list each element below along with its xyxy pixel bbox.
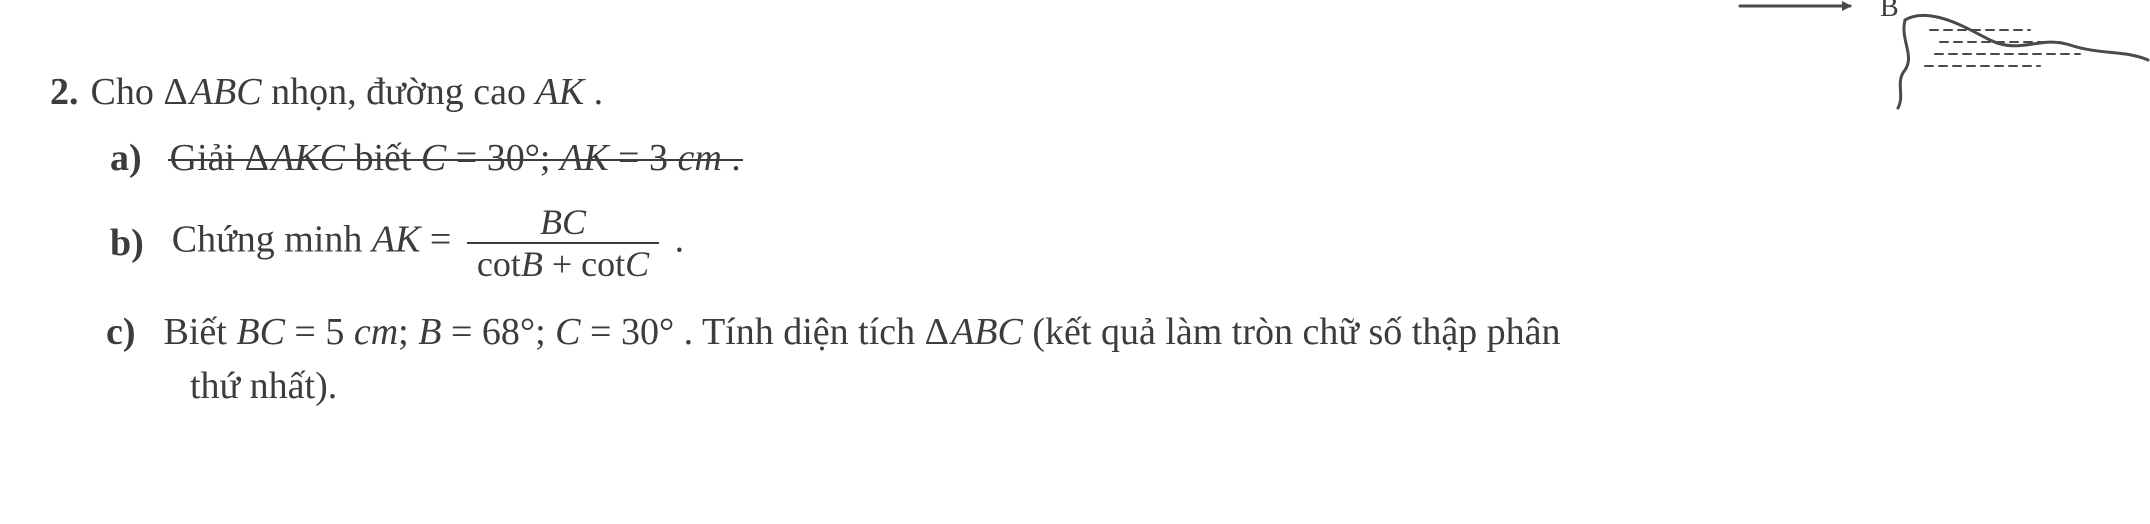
a-sep: ; <box>540 137 560 179</box>
part-a-line: a) Giải ΔAKC biết C = 30°; AK = 3 cm . <box>50 136 2110 180</box>
a-prefix: Giải <box>170 137 245 179</box>
b-prefix: Chứng minh <box>172 219 372 261</box>
c-eq1-eq: = <box>285 311 325 353</box>
arrow-label-b: B <box>1880 0 1899 23</box>
c-after2: (kết quả làm tròn chữ số thập phân <box>1032 311 1560 353</box>
c-eq2-rhs: 68° <box>482 311 535 353</box>
c-after1: . Tính diện tích <box>684 311 925 353</box>
b-cot1: cot <box>477 244 521 284</box>
c-eq3-lhs: C <box>555 311 580 353</box>
q-prefix: Cho <box>91 71 164 113</box>
var-ak: AK <box>536 71 585 113</box>
b-end: . <box>675 219 685 261</box>
part-b-line: b) Chứng minh AK = BC cotB + cotC . <box>50 202 2110 284</box>
c-eq1-unit: cm <box>344 311 398 353</box>
b-fraction: BC cotB + cotC <box>467 202 659 284</box>
part-c-label: c) <box>106 310 136 354</box>
c-sep1: ; <box>398 311 418 353</box>
a-eq2-lhs: AK <box>560 137 609 179</box>
b-frac-num: BC <box>530 202 596 242</box>
c-eq1-lhs: BC <box>236 311 285 353</box>
c-eq1-val: 5 <box>325 311 344 353</box>
b-lhs: AK <box>372 219 421 261</box>
a-eq1-lhs: C <box>421 137 446 179</box>
a-eq1-eq: = <box>446 137 486 179</box>
triangle-abc: ABC <box>190 71 262 113</box>
b-eq: = <box>420 219 460 261</box>
a-middle: biết <box>354 137 420 179</box>
c-eq2-lhs: B <box>418 311 441 353</box>
q-after: nhọn, đường cao <box>271 71 535 113</box>
c-tri-name: ABC <box>951 311 1023 353</box>
a-tri-name: AKC <box>271 137 345 179</box>
c-eq2-eq: = <box>441 311 481 353</box>
part-c-text2: thứ nhất). <box>190 364 337 408</box>
part-a-label: a) <box>110 136 142 180</box>
a-eq2-eq: = <box>609 137 649 179</box>
c-tri-symbol: Δ <box>925 311 951 353</box>
b-den-b: B <box>521 244 543 284</box>
c-eq3-rhs: 30° <box>621 311 674 353</box>
triangle-symbol: Δ <box>163 71 189 113</box>
b-cot2: cot <box>581 244 625 284</box>
a-eq2-val: 3 <box>649 137 668 179</box>
a-tri-symbol: Δ <box>245 137 271 179</box>
part-b-text: Chứng minh AK = BC cotB + cotC . <box>172 202 684 284</box>
c-eq3-eq: = <box>581 311 621 353</box>
c-prefix: Biết <box>164 311 237 353</box>
part-c-line2: thứ nhất). <box>50 364 2110 408</box>
question-number: 2. <box>50 70 79 114</box>
question-text: Cho ΔABC nhọn, đường cao AK . <box>91 70 604 114</box>
b-den-c: C <box>625 244 649 284</box>
c-sep2: ; <box>535 311 555 353</box>
part-c-text: Biết BC = 5 cm; B = 68°; C = 30° . Tính … <box>164 310 1561 354</box>
a-end: . <box>722 137 741 179</box>
a-eq2-unit: cm <box>668 137 722 179</box>
part-c-line1: c) Biết BC = 5 cm; B = 68°; C = 30° . Tí… <box>50 310 2110 354</box>
a-eq1-rhs: 30° <box>487 137 540 179</box>
problem-content: 2. Cho ΔABC nhọn, đường cao AK . a) Giải… <box>50 70 2110 408</box>
q-period: . <box>584 71 603 113</box>
b-plus: + <box>543 244 581 284</box>
question-line: 2. Cho ΔABC nhọn, đường cao AK . <box>50 70 2110 114</box>
part-a-text: Giải ΔAKC biết C = 30°; AK = 3 cm . <box>170 136 741 180</box>
b-frac-den: cotB + cotC <box>467 244 659 284</box>
part-b-label: b) <box>110 221 144 265</box>
